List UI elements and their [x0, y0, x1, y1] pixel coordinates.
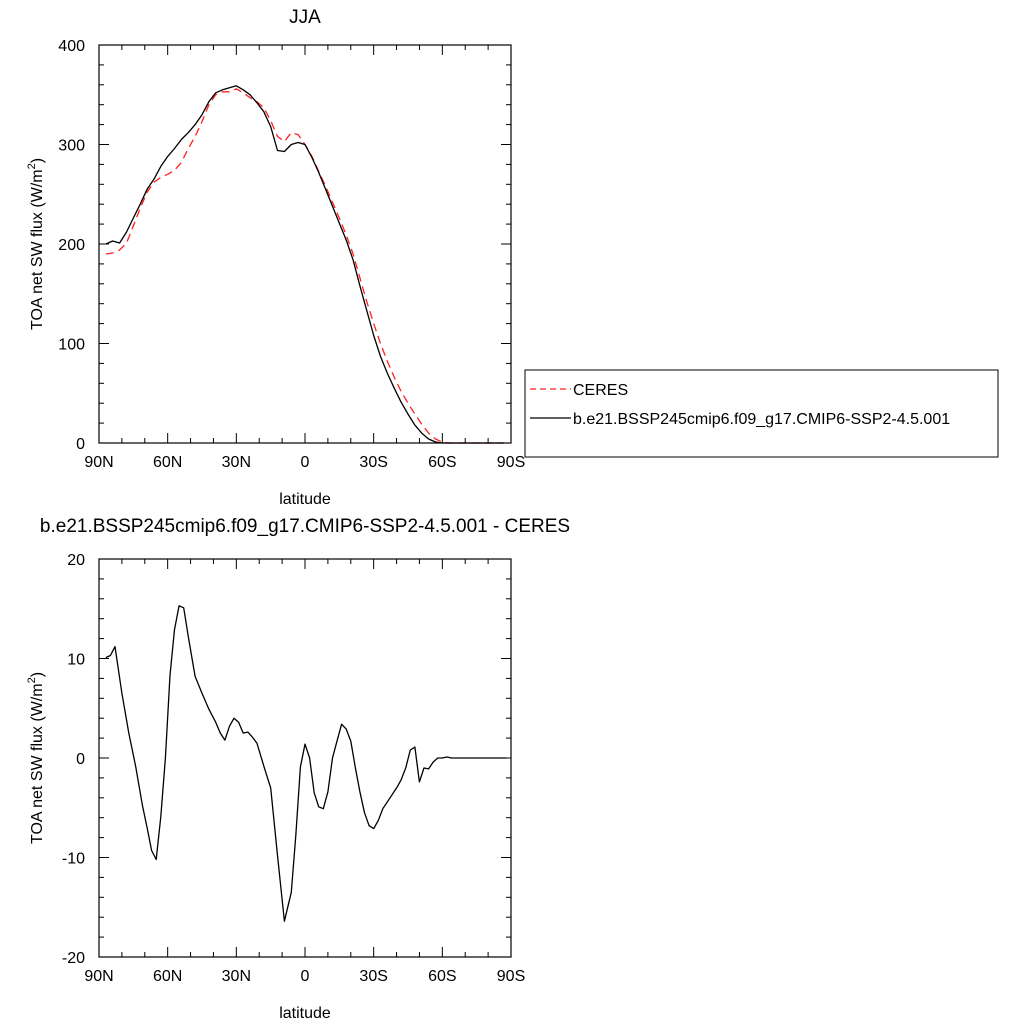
x-tick-label: 90N	[84, 968, 113, 985]
y-axis-label: TOA net SW flux (W/m2)	[26, 158, 46, 330]
series-line-1	[105, 85, 505, 444]
legend-box	[524, 369, 999, 458]
series-lines	[105, 85, 505, 444]
panel-difference: b.e21.BSSP245cmip6.f09_g17.CMIP6-SSP2-4.…	[26, 516, 570, 1022]
series-line-0	[105, 605, 507, 922]
y-axis-label-text-difference: TOA net SW flux (W/m	[29, 683, 46, 844]
y-tick-label: 100	[58, 337, 85, 354]
y-tick-label: 0	[76, 751, 85, 768]
panel-mean: JJA 90N 60N 30N 0 30S 60S 90S 0 100 200 300 400 la…	[26, 7, 525, 508]
y-axis-label-close-difference: )	[29, 672, 46, 677]
x-tick-label: 90S	[497, 968, 525, 985]
y-axis-label-close: )	[29, 158, 46, 163]
x-tick-label: 60N	[153, 454, 182, 471]
y-tick-label: 10	[67, 652, 85, 669]
x-tick-label: 30S	[359, 454, 387, 471]
legend: CERES b.e21.BSSP245cmip6.f09_g17.CMIP6-S…	[524, 369, 999, 458]
y-tick-labels: 0 100 200 300 400	[58, 38, 85, 453]
x-tick-labels-difference: 90N 60N 30N 0 30S 60S 90S	[84, 968, 525, 985]
y-axis-label-difference: TOA net SW flux (W/m2)	[26, 672, 46, 844]
y-tick-label: 20	[67, 552, 85, 569]
y-tick-label: 0	[76, 436, 85, 453]
x-tick-label: 90N	[84, 454, 113, 471]
chart-title-difference: b.e21.BSSP245cmip6.f09_g17.CMIP6-SSP2-4.…	[40, 516, 570, 537]
y-tick-label: 300	[58, 138, 85, 155]
chart-title: JJA	[289, 7, 321, 28]
y-tick-labels-difference: -20 -10 0 10 20	[62, 552, 85, 967]
plot-frame	[98, 44, 512, 444]
y-axis-label-sup: 2	[26, 163, 38, 169]
x-tick-label: 30N	[222, 968, 251, 985]
ticks	[98, 44, 512, 444]
y-axis-label-sup-difference: 2	[26, 677, 38, 683]
y-tick-label: 200	[58, 237, 85, 254]
x-tick-label: 60S	[428, 968, 456, 985]
x-axis-label: latitude	[279, 491, 331, 508]
legend-label-ceres: CERES	[573, 382, 628, 399]
series-line-0	[105, 88, 505, 444]
x-tick-label: 60S	[428, 454, 456, 471]
ticks-difference	[98, 558, 512, 958]
x-tick-labels: 90N 60N 30N 0 30S 60S 90S	[84, 454, 525, 471]
y-tick-label: 400	[58, 38, 85, 55]
x-axis-label-difference: latitude	[279, 1005, 331, 1022]
x-tick-label: 0	[301, 454, 310, 471]
x-tick-label: 30S	[359, 968, 387, 985]
y-tick-label: -20	[62, 950, 85, 967]
y-tick-label: -10	[62, 851, 85, 868]
y-axis-label-text: TOA net SW flux (W/m	[29, 169, 46, 330]
legend-label-model: b.e21.BSSP245cmip6.f09_g17.CMIP6-SSP2-4.…	[573, 411, 950, 428]
x-tick-label: 60N	[153, 968, 182, 985]
series-lines-difference	[105, 605, 507, 922]
x-tick-label: 90S	[497, 454, 525, 471]
x-tick-label: 30N	[222, 454, 251, 471]
x-tick-label: 0	[301, 968, 310, 985]
